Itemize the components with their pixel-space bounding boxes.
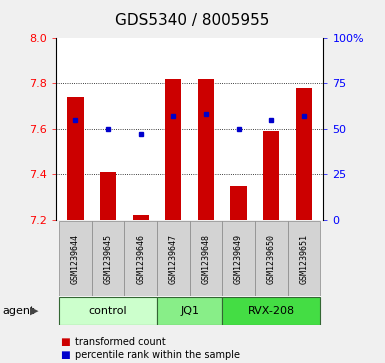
Text: GSM1239646: GSM1239646 [136, 234, 145, 284]
Text: GSM1239650: GSM1239650 [267, 234, 276, 284]
Bar [92, 221, 124, 296]
Bar [132, 215, 149, 220]
Text: GSM1239651: GSM1239651 [299, 234, 308, 284]
Text: GDS5340 / 8005955: GDS5340 / 8005955 [116, 13, 270, 28]
Text: GSM1239649: GSM1239649 [234, 234, 243, 284]
Bar [165, 79, 181, 220]
Text: ■: ■ [60, 350, 69, 360]
Bar [157, 221, 190, 296]
Bar [157, 297, 222, 325]
Text: ▶: ▶ [30, 306, 38, 316]
Text: JQ1: JQ1 [180, 306, 199, 316]
Bar [124, 221, 157, 296]
Bar [59, 297, 157, 325]
Bar [100, 172, 116, 220]
Text: transformed count: transformed count [75, 337, 166, 347]
Bar [255, 221, 288, 296]
Bar [67, 97, 84, 220]
Bar [288, 221, 320, 296]
Text: ■: ■ [60, 337, 69, 347]
Bar [198, 79, 214, 220]
Bar [263, 131, 280, 220]
Bar [230, 185, 247, 220]
Text: GSM1239647: GSM1239647 [169, 234, 178, 284]
Bar [296, 88, 312, 220]
Text: agent: agent [2, 306, 34, 316]
Bar [59, 221, 92, 296]
Text: GSM1239648: GSM1239648 [201, 234, 211, 284]
Text: GSM1239644: GSM1239644 [71, 234, 80, 284]
Text: percentile rank within the sample: percentile rank within the sample [75, 350, 240, 360]
Text: RVX-208: RVX-208 [248, 306, 295, 316]
Bar [222, 221, 255, 296]
Bar [222, 297, 320, 325]
Text: GSM1239645: GSM1239645 [104, 234, 112, 284]
Text: control: control [89, 306, 127, 316]
Bar [190, 221, 222, 296]
